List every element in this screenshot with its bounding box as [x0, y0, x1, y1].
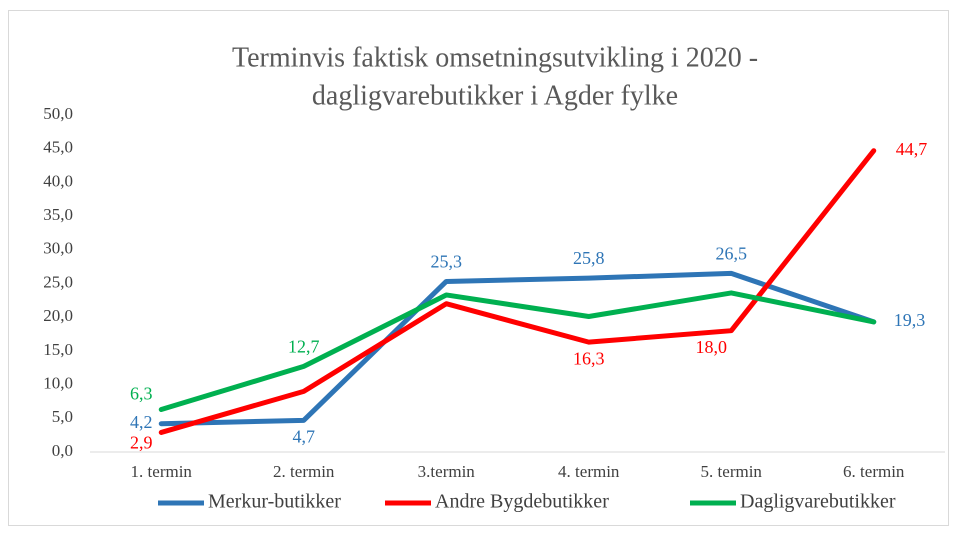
chart-title: dagligvarebutikker i Agder fylke	[312, 80, 678, 111]
y-tick-label: 20,0	[43, 306, 73, 325]
y-tick-label: 25,0	[43, 272, 73, 291]
series-line	[158, 270, 877, 427]
y-tick-label: 0,0	[52, 441, 73, 460]
data-label: 4,2	[130, 412, 153, 432]
data-label: 19,3	[894, 310, 926, 330]
x-tick-label: 5. termin	[701, 462, 763, 481]
y-tick-label: 10,0	[43, 374, 73, 393]
y-tick-label: 35,0	[43, 205, 73, 224]
data-label: 16,3	[573, 348, 605, 368]
data-label: 2,9	[130, 433, 153, 453]
data-label: 26,5	[716, 244, 748, 264]
chart-frame	[8, 10, 949, 526]
x-tick-label: 4. termin	[558, 462, 620, 481]
y-tick-label: 30,0	[43, 239, 73, 258]
chart-title: Terminvis faktisk omsetningsutvikling i …	[232, 42, 758, 73]
x-tick-label: 2. termin	[273, 462, 335, 481]
legend-label: Andre Bygdebutikker	[435, 491, 609, 513]
x-tick-label: 1. termin	[131, 462, 193, 481]
y-tick-label: 40,0	[43, 171, 73, 190]
legend-label: Dagligvarebutikker	[740, 491, 896, 513]
y-tick-label: 45,0	[43, 138, 73, 157]
data-label: 18,0	[696, 337, 728, 357]
data-label: 44,7	[896, 139, 928, 159]
legend-label: Merkur-butikker	[208, 491, 341, 513]
series-line	[158, 148, 877, 435]
data-label: 6,3	[130, 384, 153, 404]
y-tick-label: 50,0	[43, 104, 73, 123]
data-label: 12,7	[288, 337, 320, 357]
data-label: 25,3	[431, 252, 463, 272]
x-tick-label: 3.termin	[418, 462, 476, 481]
y-tick-label: 5,0	[52, 407, 73, 426]
x-tick-label: 6. termin	[843, 462, 905, 481]
data-label: 25,8	[573, 248, 605, 268]
y-tick-label: 15,0	[43, 340, 73, 359]
data-label: 4,7	[293, 426, 316, 446]
series-line	[158, 290, 877, 413]
